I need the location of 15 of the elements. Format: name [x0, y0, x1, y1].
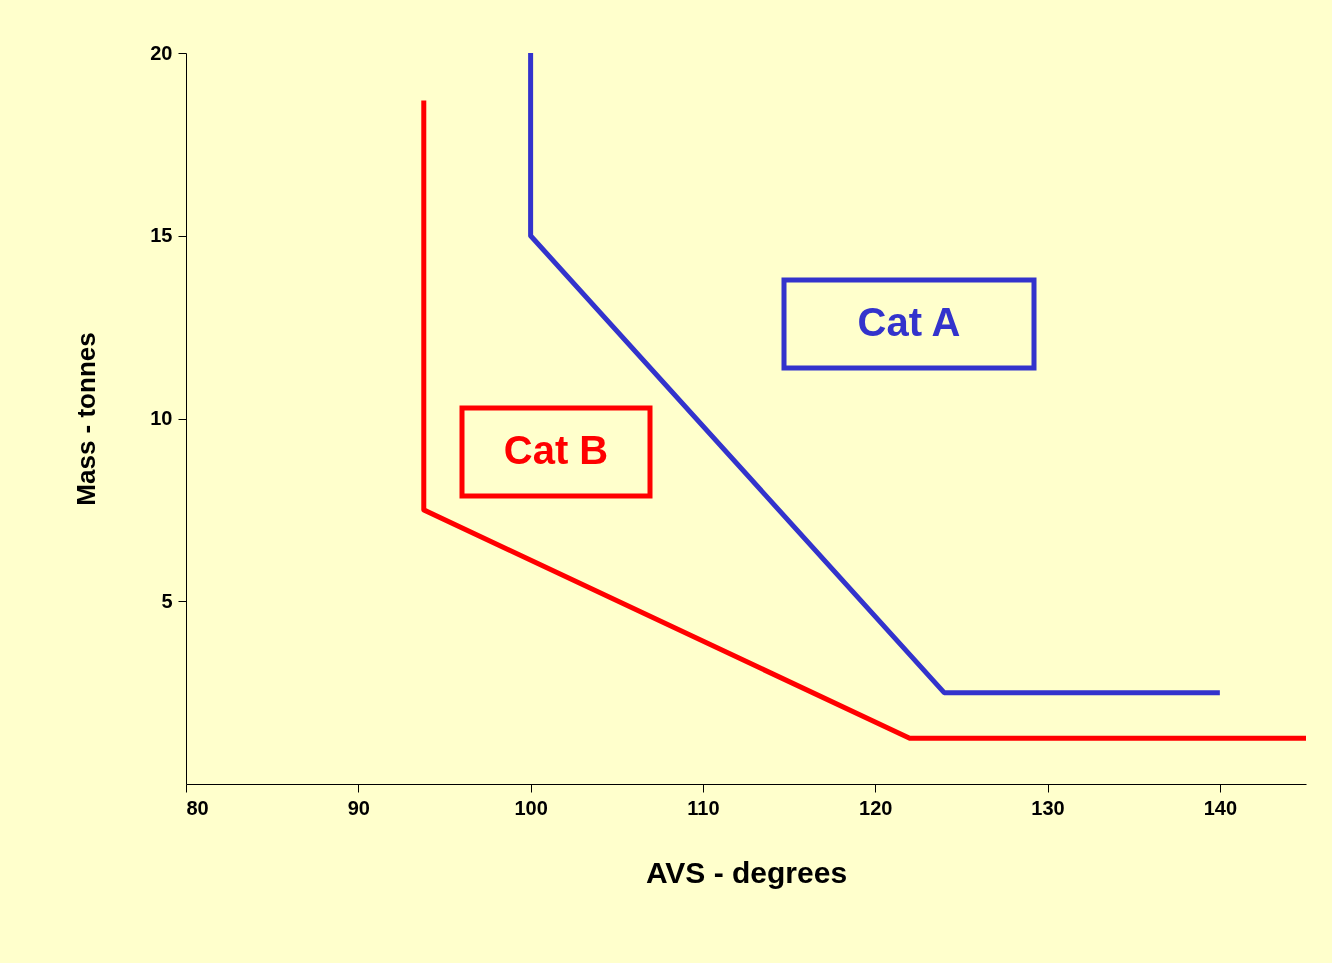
- x-tick-label: 140: [1203, 796, 1238, 819]
- x-tick-label: 120: [859, 796, 893, 819]
- x-tick-label: 130: [1031, 796, 1065, 819]
- x-tick-label: 90: [347, 796, 370, 819]
- y-tick-label: 20: [150, 41, 173, 64]
- x-tick-label: 100: [514, 796, 548, 819]
- x-tick-label: 80: [186, 796, 209, 819]
- x-tick-label: 110: [687, 796, 720, 819]
- x-axis-title: AVS - degrees: [645, 855, 848, 889]
- text: Cat A: [857, 300, 961, 344]
- series-label: Cat B: [503, 428, 609, 472]
- y-tick-label: 15: [150, 224, 173, 247]
- y-tick-label: 5: [161, 589, 173, 612]
- y-axis-title: Mass - tonnes: [71, 332, 102, 506]
- y-tick-label: 10: [150, 407, 173, 429]
